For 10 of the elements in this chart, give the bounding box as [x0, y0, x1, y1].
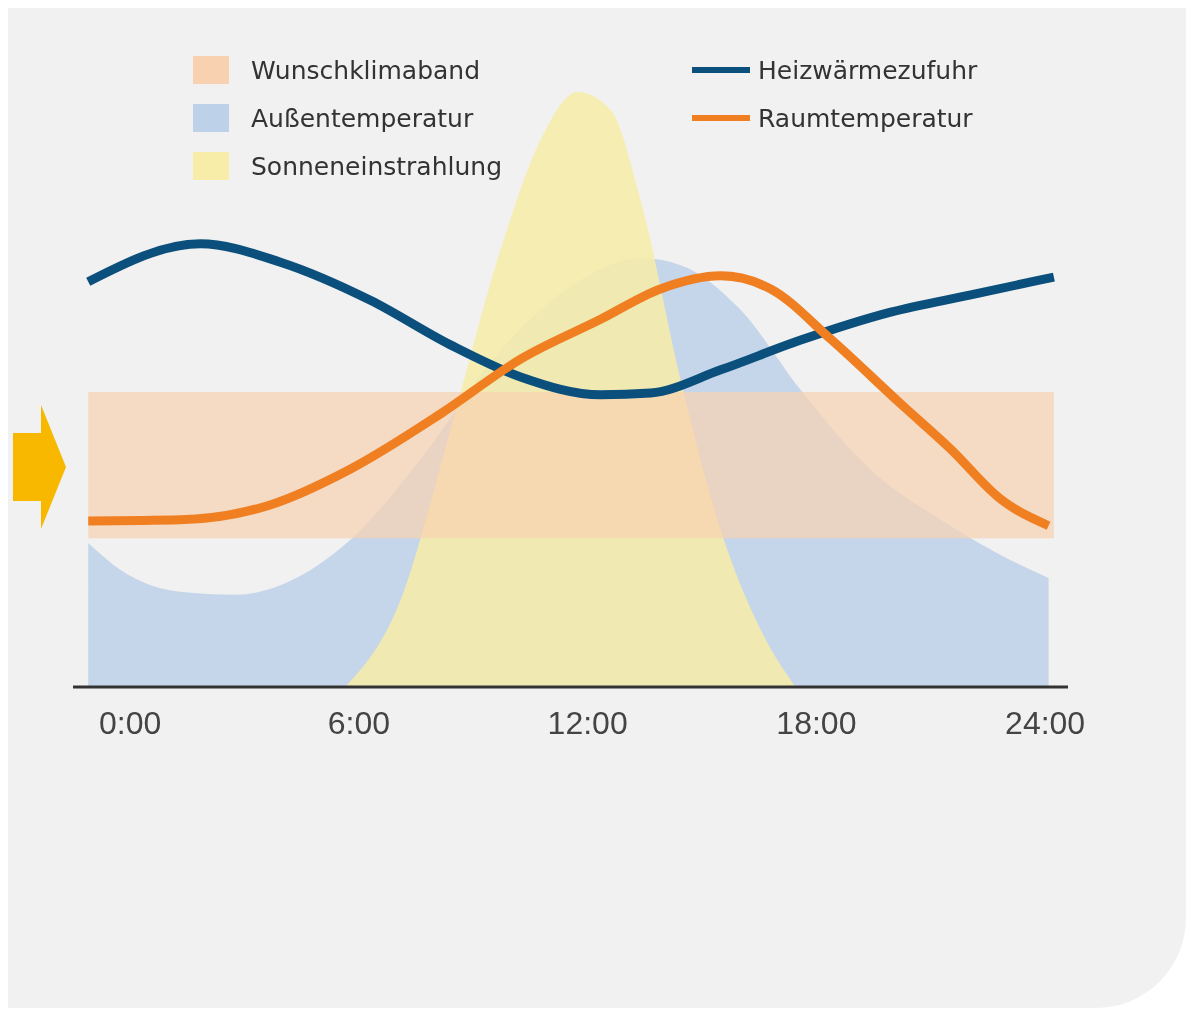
legend-label: Außentemperatur [251, 103, 474, 133]
x-tick-label: 18:00 [776, 704, 857, 741]
x-tick-label: 24:00 [1005, 704, 1086, 741]
legend-label: Raumtemperatur [758, 103, 973, 133]
legend-label: Wunschklimaband [251, 55, 481, 85]
x-tick-label: 0:00 [99, 704, 162, 741]
x-tick-label: 6:00 [327, 704, 391, 741]
legend-label: Sonneneinstrahlung [251, 151, 503, 181]
legend-label: Heizwärmezufuhr [758, 55, 978, 85]
x-tick-label: 12:00 [547, 704, 628, 741]
